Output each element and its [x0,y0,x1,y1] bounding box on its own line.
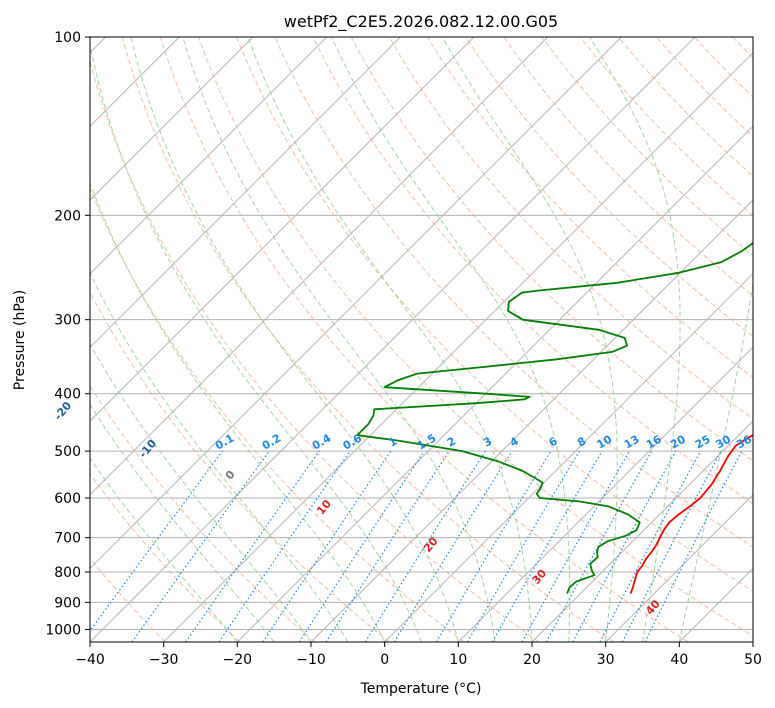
isotherm-line [90,37,475,422]
dry-adiabat-line [312,37,753,505]
isotherm-line [236,125,753,642]
moist-adiabat-line [331,37,571,642]
mixing-ratio-line [521,450,631,642]
y-tick-label: 700 [54,531,81,547]
y-tick-label: 800 [54,565,81,581]
dry-adiabat-line [465,37,753,337]
x-tick-label: 30 [597,652,615,668]
mixing-ratio-line [325,450,450,642]
moist-adiabat-line [441,37,618,642]
x-tick-label: 0 [380,652,389,668]
moist-adiabat-line [90,181,386,642]
mixing-ratio-line [393,450,513,642]
mixing-ratio-line [491,450,603,642]
y-tick-label: 100 [54,30,81,46]
y-tick-label: 900 [54,595,81,611]
dry-adiabat-line [90,186,465,642]
x-tick-label: −30 [149,652,179,668]
isotherm-line [605,493,753,642]
plot-frame [89,36,754,643]
isotherm-line [457,346,753,642]
y-tick-label: 400 [54,387,81,403]
dry-adiabat-line [90,291,390,642]
mixing-ratio-line [131,450,270,642]
dry-adiabat-line [90,59,540,642]
mixing-ratio-line [435,450,552,642]
mixing-ratio-line [218,450,351,642]
isotherm-line [531,420,753,642]
mixing-ratio-line [185,450,320,642]
y-tick-label: 500 [54,444,81,460]
x-tick-label: −20 [223,652,253,668]
dry-adiabat-line [90,472,241,642]
dry-adiabat-line [90,384,316,642]
isotherm-line [90,37,549,496]
profile-lines [356,241,753,594]
isotherm-line [90,37,401,349]
dewpoint-profile-line [356,241,753,594]
y-tick-label: 300 [54,313,81,329]
mixing-ratio-line [364,450,486,642]
moist-adiabat-line [182,37,496,642]
y-tick-label: 200 [54,208,81,224]
moist-adiabat-line [130,37,459,642]
temperature-profile-line [629,434,753,594]
mixing-ratio-line [572,450,677,642]
dry-adiabat-line [236,37,753,592]
isotherm-line [90,37,622,570]
isotherm-line [310,199,753,642]
moist-adiabat-line [90,42,422,642]
moist-adiabat-line [90,343,312,642]
y-tick-label: 1000 [45,622,81,638]
mixing-ratio-line [466,450,580,642]
dry-adiabat-line [274,37,753,548]
isotherm-line [90,37,328,275]
dry-adiabat-line [159,37,689,642]
x-axis-label: Temperature (°C) [360,681,482,697]
chart-title: wetPf2_C2E5.2026.082.12.00.G05 [284,12,558,32]
y-tick-label: 600 [54,491,81,507]
moist-adiabat-line [678,280,753,642]
dry-adiabat-line [121,37,614,642]
moist-adiabat-line [90,457,238,642]
mixing-ratio-line [90,450,223,632]
dry-adiabat-line [579,37,753,217]
dry-adiabat-line [426,37,753,379]
y-axis-label: Pressure (hPa) [12,290,28,390]
isotherm-line [163,51,753,642]
isotherm-line [384,272,753,642]
moist-adiabat-line [247,37,533,642]
x-tick-label: −10 [296,652,326,668]
background-lines [90,37,753,642]
pressure-grid [90,37,753,630]
x-tick-label: 50 [744,652,762,668]
moist-adiabat-line [589,37,681,642]
x-tick-label: 20 [523,652,541,668]
dry-adiabat-line [350,37,753,462]
isotherm-line [90,37,254,201]
moist-adiabat-line [90,403,275,642]
x-tick-label: 40 [670,652,688,668]
x-tick-label: 10 [449,652,467,668]
axes: −40 −30 −20 −10 0 10 20 30 40 50 100 200 300 400 500 60… [45,30,762,668]
x-tick-label: −40 [75,652,105,668]
moist-adiabat-line [90,271,349,642]
